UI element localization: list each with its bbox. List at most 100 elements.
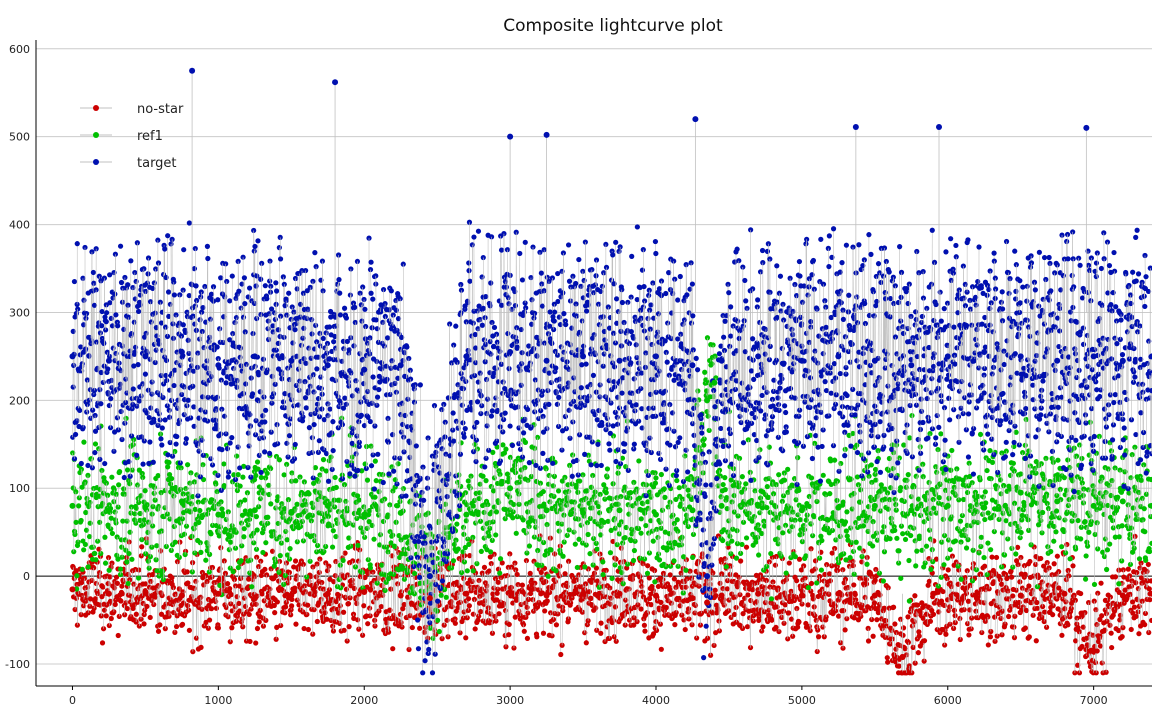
noise-point-no-star bbox=[514, 571, 520, 578]
connector-line bbox=[719, 583, 721, 631]
connector-line bbox=[263, 600, 265, 627]
noise-point-ref1 bbox=[330, 528, 336, 534]
noise-point-no-star bbox=[1119, 634, 1125, 640]
noise-point-no-star bbox=[651, 610, 657, 616]
noise-point-no-star bbox=[301, 625, 307, 632]
noise-point-no-star bbox=[288, 607, 294, 613]
noise-point-ref1 bbox=[154, 543, 160, 549]
noise-point-ref1 bbox=[166, 459, 172, 466]
noise-point-no-star bbox=[340, 609, 347, 615]
noise-point-ref1 bbox=[228, 539, 234, 545]
noise-point-no-star bbox=[1109, 644, 1115, 651]
noise-point-no-star bbox=[388, 586, 394, 592]
noise-point-no-star bbox=[945, 567, 951, 573]
noise-point-no-star bbox=[1006, 613, 1012, 620]
noise-point-no-star bbox=[1146, 586, 1152, 592]
noise-point-ref1 bbox=[403, 534, 410, 540]
noise-point-ref1 bbox=[187, 509, 193, 515]
noise-point-no-star bbox=[883, 618, 889, 624]
noise-point-no-star bbox=[1078, 590, 1084, 597]
noise-point-ref1 bbox=[284, 537, 290, 543]
connector-line bbox=[615, 591, 618, 642]
noise-point-no-star bbox=[361, 603, 367, 609]
noise-point-no-star bbox=[989, 554, 995, 560]
noise-point-ref1 bbox=[253, 472, 259, 479]
noise-point-ref1 bbox=[555, 488, 562, 494]
noise-point-no-star bbox=[213, 605, 219, 611]
noise-point-no-star bbox=[588, 595, 594, 601]
connector-line bbox=[383, 546, 385, 575]
connector-line bbox=[745, 547, 747, 610]
noise-point-no-star bbox=[1022, 625, 1029, 631]
noise-point-ref1 bbox=[461, 531, 467, 537]
noise-point-no-star bbox=[642, 628, 648, 634]
noise-point-no-star bbox=[1117, 617, 1123, 623]
noise-point-ref1 bbox=[525, 509, 531, 515]
noise-point-no-star bbox=[1035, 574, 1041, 581]
noise-point-no-star bbox=[1022, 571, 1028, 577]
noise-point-ref1 bbox=[124, 467, 131, 473]
connector-line bbox=[151, 574, 153, 596]
connector-line bbox=[77, 505, 79, 543]
noise-point-no-star bbox=[1033, 638, 1039, 644]
noise-point-no-star bbox=[272, 610, 278, 616]
noise-point-no-star bbox=[254, 625, 261, 632]
noise-point-no-star bbox=[598, 620, 604, 626]
noise-point-no-star bbox=[141, 621, 147, 627]
noise-point-no-star bbox=[884, 655, 890, 661]
noise-point-no-star bbox=[1107, 622, 1113, 628]
noise-point-no-star bbox=[100, 584, 106, 590]
noise-point-no-star bbox=[992, 614, 998, 620]
connector-line bbox=[306, 534, 308, 578]
connector-line bbox=[970, 585, 972, 629]
noise-point-ref1 bbox=[511, 501, 517, 508]
noise-point-ref1 bbox=[254, 527, 260, 533]
noise-point-ref1 bbox=[545, 573, 551, 579]
noise-point-no-star bbox=[900, 632, 906, 638]
noise-point-ref1 bbox=[493, 509, 500, 515]
noise-point-no-star bbox=[225, 614, 231, 620]
connector-line bbox=[74, 574, 76, 610]
noise-point-no-star bbox=[744, 624, 751, 630]
noise-point-no-star bbox=[87, 596, 94, 602]
noise-point-ref1 bbox=[372, 458, 378, 464]
noise-point-no-star bbox=[327, 576, 333, 582]
connector-line bbox=[149, 587, 151, 618]
connector-line bbox=[629, 578, 631, 621]
noise-point-no-star bbox=[119, 583, 125, 589]
noise-point-no-star bbox=[848, 595, 854, 601]
noise-point-no-star bbox=[835, 613, 842, 619]
connector-line bbox=[673, 578, 675, 614]
noise-point-no-star bbox=[648, 602, 654, 608]
noise-point-ref1 bbox=[503, 446, 509, 452]
noise-point-no-star bbox=[236, 600, 242, 607]
noise-point-ref1 bbox=[117, 468, 123, 475]
noise-point-no-star bbox=[105, 580, 111, 587]
noise-point-ref1 bbox=[253, 514, 260, 520]
connector-line bbox=[154, 478, 157, 501]
noise-point-ref1 bbox=[184, 462, 191, 468]
noise-point-no-star bbox=[285, 580, 291, 586]
connector-line bbox=[339, 605, 341, 624]
noise-point-no-star bbox=[506, 621, 512, 628]
connector-line bbox=[822, 597, 824, 627]
noise-point-no-star bbox=[921, 638, 928, 644]
noise-point-no-star bbox=[760, 624, 766, 630]
connector-line bbox=[548, 475, 551, 502]
connector-line bbox=[245, 557, 247, 642]
connector-line bbox=[392, 490, 394, 575]
noise-point-no-star bbox=[598, 630, 604, 636]
noise-point-no-star bbox=[683, 584, 689, 590]
noise-point-ref1 bbox=[356, 497, 362, 503]
noise-point-no-star bbox=[78, 611, 84, 618]
noise-point-no-star bbox=[313, 574, 319, 580]
noise-point-no-star bbox=[811, 604, 817, 610]
noise-point-no-star bbox=[134, 599, 141, 605]
noise-point-no-star bbox=[840, 608, 847, 614]
connector-line bbox=[518, 482, 520, 505]
connector-line bbox=[203, 576, 206, 626]
noise-point-no-star bbox=[796, 619, 802, 625]
connector-line bbox=[672, 562, 674, 618]
noise-point-ref1 bbox=[265, 514, 271, 520]
noise-point-ref1 bbox=[260, 549, 266, 556]
